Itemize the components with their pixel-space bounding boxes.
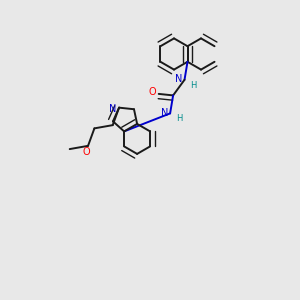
- Text: N: N: [161, 108, 168, 118]
- Text: N: N: [110, 104, 117, 114]
- Text: H: H: [176, 114, 182, 123]
- Text: O: O: [148, 87, 156, 98]
- Text: O: O: [83, 147, 90, 158]
- Text: N: N: [176, 74, 183, 84]
- Text: H: H: [190, 81, 197, 90]
